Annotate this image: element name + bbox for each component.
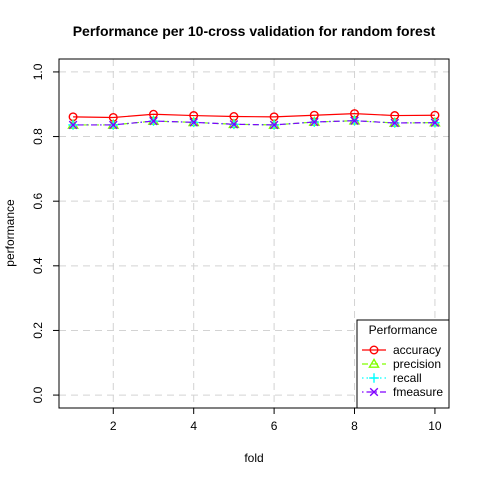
series-accuracy xyxy=(68,109,440,122)
legend-item-precision: precision xyxy=(362,357,441,371)
x-tick-label: 2 xyxy=(110,419,117,433)
y-tick-label: 0.8 xyxy=(31,128,45,145)
data-point-fmeasure xyxy=(430,118,440,127)
data-point-fmeasure xyxy=(310,117,319,127)
data-point-fmeasure xyxy=(269,120,279,130)
x-tick-label: 8 xyxy=(351,419,358,433)
series-layer xyxy=(67,109,441,130)
legend-item-recall: recall xyxy=(362,371,422,385)
legend-item-accuracy: accuracy xyxy=(362,343,441,357)
legend-marker-recall xyxy=(369,373,379,383)
legend: Performance accuracyprecisionrecallfmeasu… xyxy=(356,319,450,409)
y-tick-label: 0.2 xyxy=(31,322,45,339)
data-point-fmeasure xyxy=(68,120,78,130)
legend-item-fmeasure: fmeasure xyxy=(362,385,443,399)
series-line-fmeasure xyxy=(73,120,435,126)
legend-title: Performance xyxy=(369,323,438,337)
x-axis-label: fold xyxy=(244,451,263,465)
series-line-accuracy xyxy=(73,113,435,119)
data-point-fmeasure xyxy=(189,118,198,127)
plot-frame xyxy=(58,58,450,409)
series-fmeasure xyxy=(68,116,440,130)
data-point-fmeasure xyxy=(229,119,239,129)
grid xyxy=(59,59,449,408)
y-tick-label: 0.0 xyxy=(31,386,45,403)
legend-marker-fmeasure xyxy=(369,387,379,397)
x-tick-label: 6 xyxy=(271,419,278,433)
legend-marker-precision xyxy=(368,358,380,368)
y-tick-label: 1.0 xyxy=(31,63,45,80)
legend-label-fmeasure: fmeasure xyxy=(393,385,443,399)
legend-label-accuracy: accuracy xyxy=(393,343,441,357)
legend-marker-accuracy xyxy=(369,345,379,355)
chart-title: Performance per 10-cross validation for … xyxy=(73,23,436,39)
y-axis-label: performance xyxy=(3,199,17,267)
data-point-fmeasure xyxy=(390,118,400,128)
data-point-fmeasure xyxy=(149,116,158,126)
data-point-fmeasure xyxy=(108,120,118,130)
x-tick-label: 4 xyxy=(190,419,197,433)
x-tick-label: 10 xyxy=(428,419,442,433)
y-tick-label: 0.4 xyxy=(31,257,45,274)
legend-label-recall: recall xyxy=(393,371,422,385)
data-point-fmeasure xyxy=(350,116,359,126)
legend-label-precision: precision xyxy=(393,357,441,371)
y-tick-label: 0.6 xyxy=(31,193,45,210)
